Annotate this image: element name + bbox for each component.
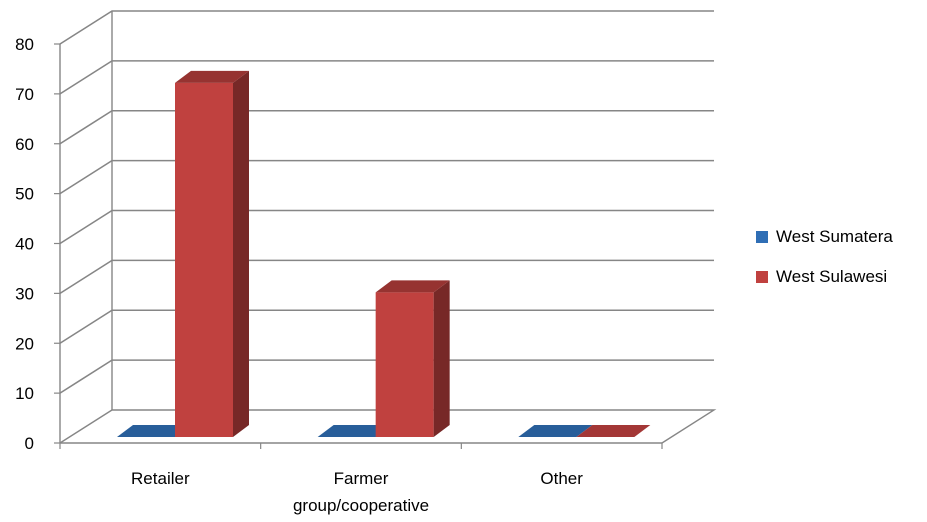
- y-tick-label: 40: [15, 235, 34, 254]
- y-tick-label: 0: [25, 434, 34, 453]
- y-tick-label: 30: [15, 284, 34, 303]
- bar-side-face: [233, 70, 249, 437]
- y-tick-label: 70: [15, 85, 34, 104]
- gridline: [59, 159, 714, 195]
- x-category-label: Farmer: [334, 469, 389, 488]
- gridline: [59, 60, 714, 95]
- bar-west-sulawesi-0: [175, 70, 249, 437]
- gridline: [59, 209, 714, 245]
- y-tick-label: 10: [15, 384, 34, 403]
- bar-west-sulawesi-1: [375, 280, 450, 437]
- bar-front-face: [375, 292, 434, 437]
- legend-item-west-sulawesi: West Sulawesi: [756, 266, 893, 288]
- legend-item-west-sumatera: West Sumatera: [756, 226, 893, 248]
- bar-west-sumatera-2: [518, 425, 593, 437]
- x-category-label: Other: [540, 469, 583, 488]
- bar-west-sulawesi-2: [576, 425, 651, 437]
- bar-west-sumatera-1: [317, 425, 392, 437]
- legend-swatch-west-sumatera: [756, 231, 768, 243]
- x-category-label: group/cooperative: [293, 496, 429, 515]
- bar-zero-slab: [518, 425, 593, 437]
- legend: West Sumatera West Sulawesi: [756, 226, 893, 306]
- bar-top-face: [175, 70, 249, 83]
- bar-top-face: [375, 280, 450, 293]
- y-tick-label: 60: [15, 135, 34, 154]
- bar-west-sumatera-0: [117, 425, 191, 437]
- bar-zero-slab: [317, 425, 392, 437]
- y-tick-label: 80: [15, 35, 34, 54]
- x-category-label: Retailer: [131, 469, 190, 488]
- gridline: [59, 10, 714, 45]
- legend-label-west-sulawesi: West Sulawesi: [776, 267, 888, 286]
- y-tick-label: 50: [15, 185, 34, 204]
- y-tick-label: 20: [15, 334, 34, 353]
- legend-label-west-sumatera: West Sumatera: [776, 227, 893, 246]
- bar-side-face: [433, 280, 450, 437]
- legend-swatch-west-sulawesi: [756, 271, 768, 283]
- gridline: [59, 109, 714, 145]
- bar-zero-slab: [117, 425, 191, 437]
- bar-zero-slab: [576, 425, 651, 437]
- bar-front-face: [175, 82, 233, 437]
